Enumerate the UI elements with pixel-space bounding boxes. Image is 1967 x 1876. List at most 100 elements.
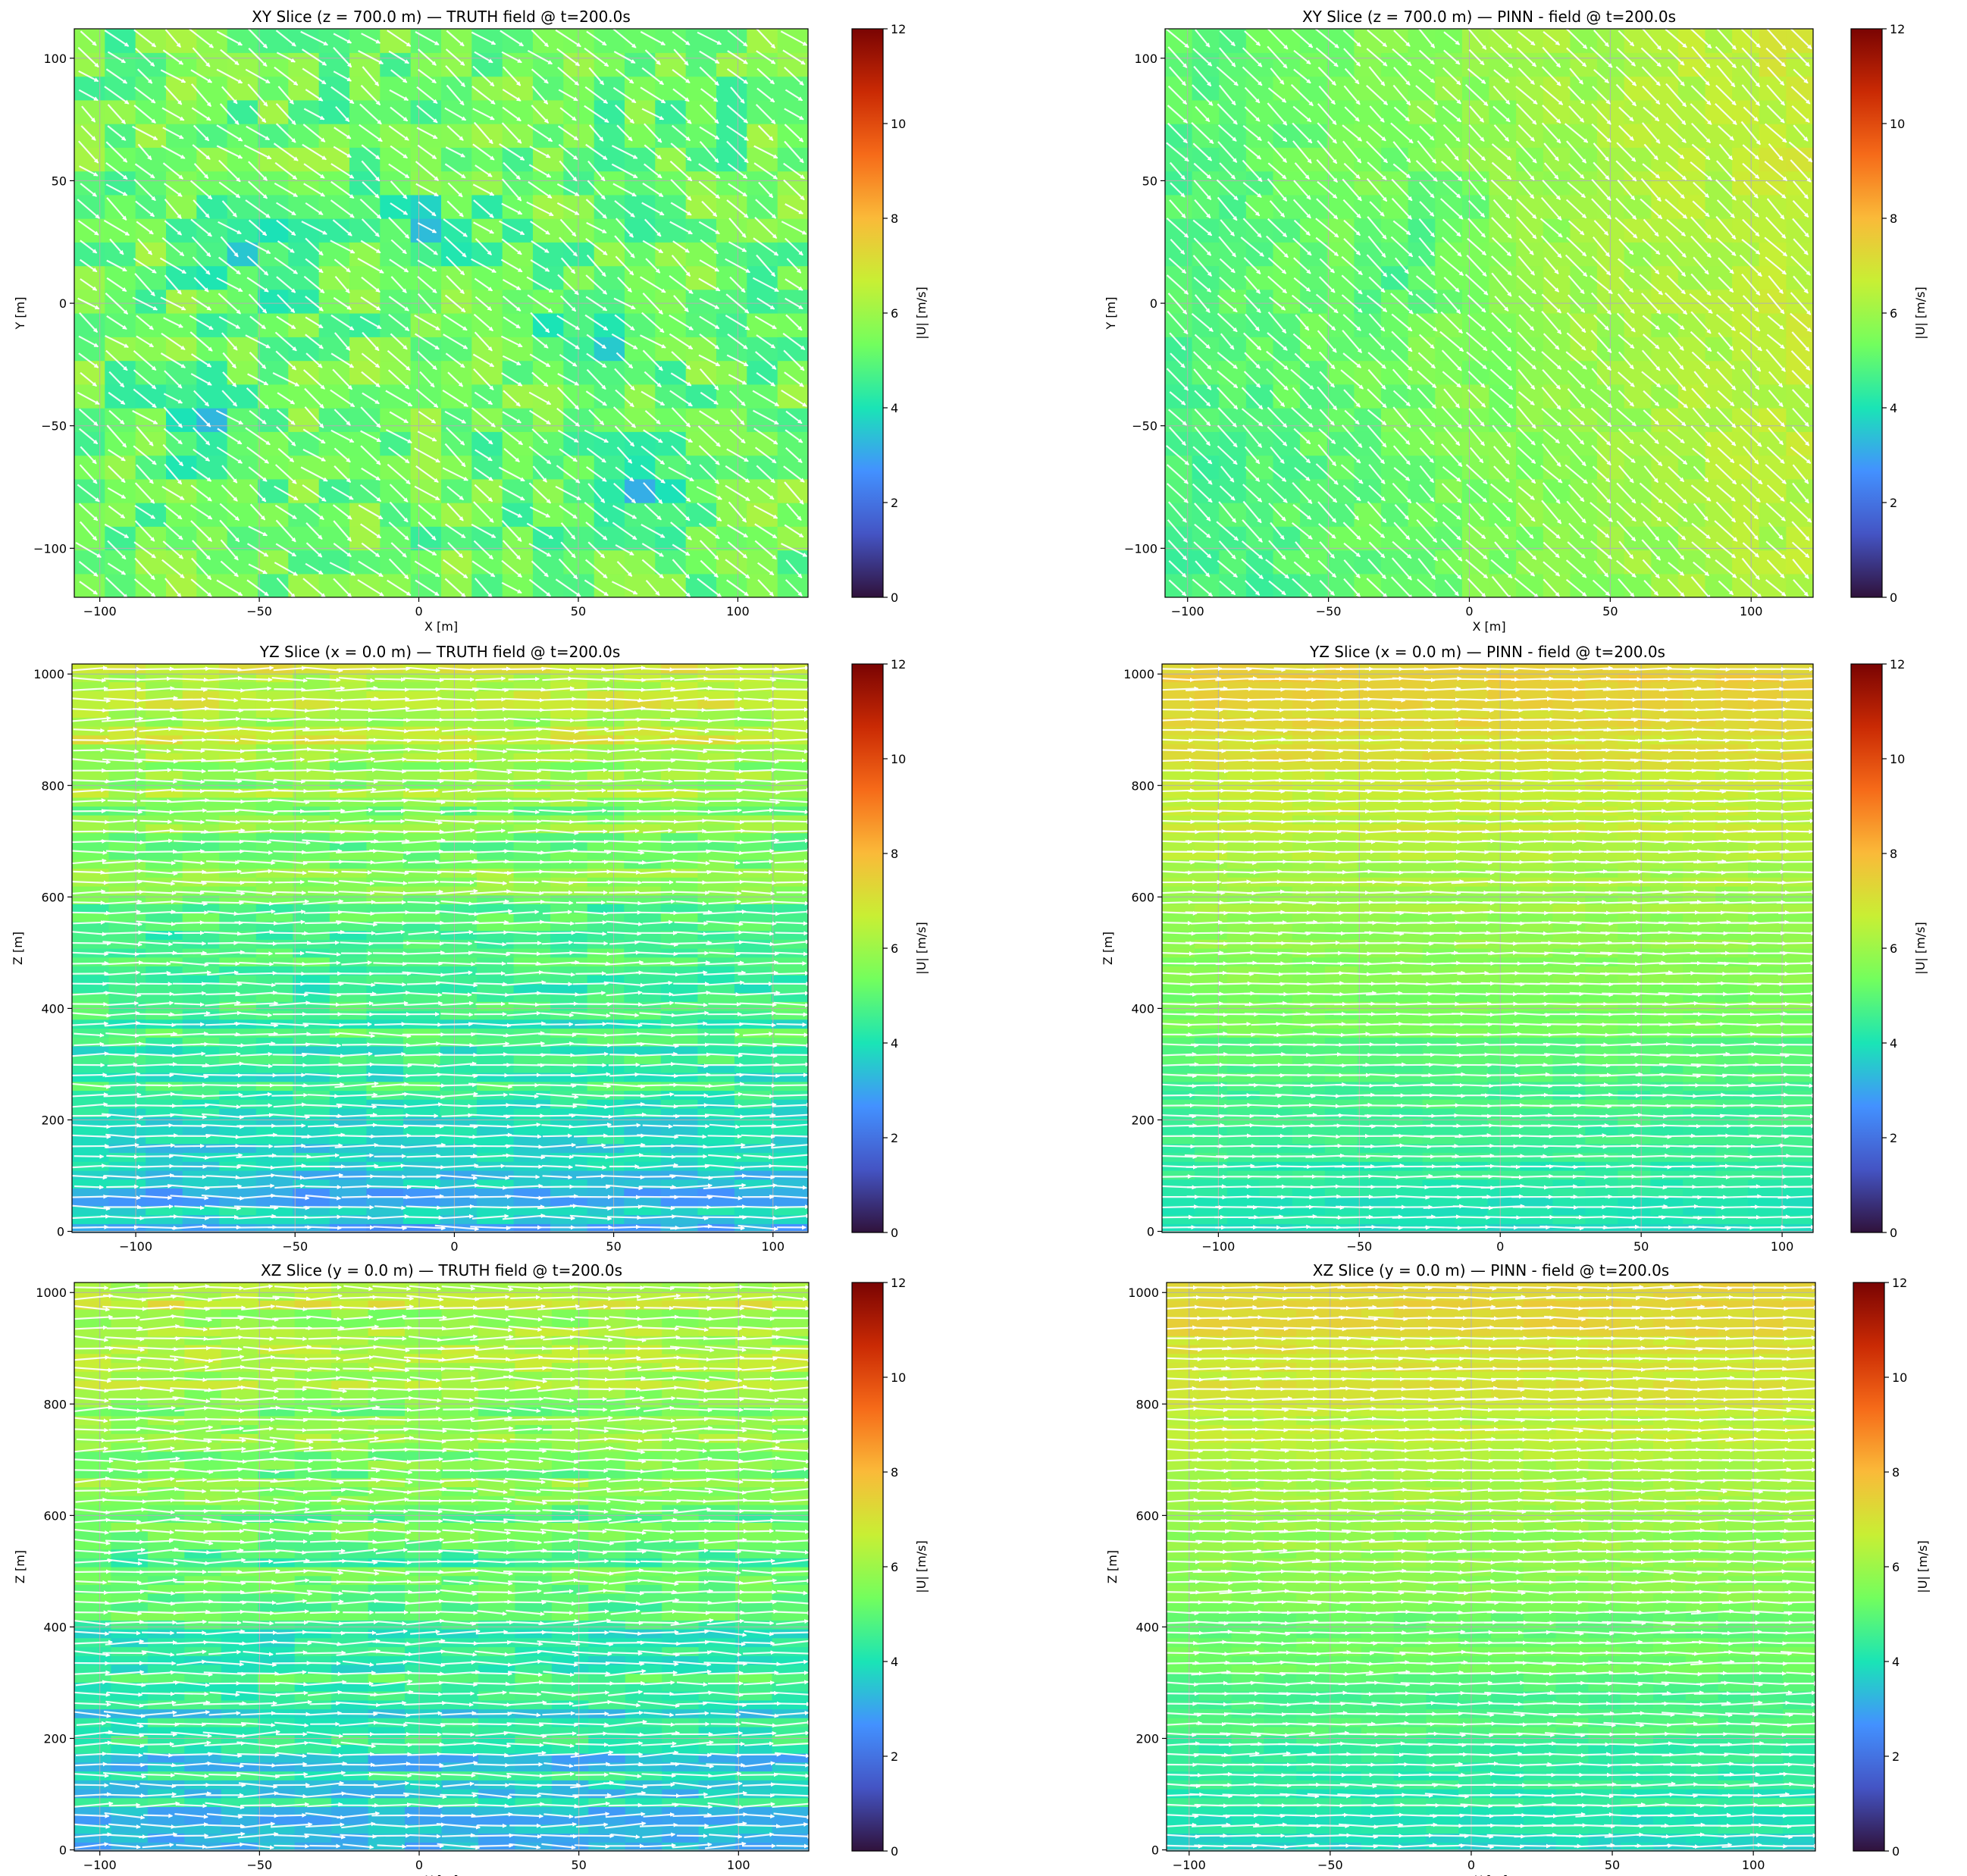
heatmap-cell (1219, 313, 1247, 337)
quiver-arrow (340, 971, 374, 976)
heatmap-cell (219, 983, 257, 994)
quiver-arrow (73, 747, 105, 753)
quiver-arrow (539, 930, 576, 935)
heatmap-cell (747, 313, 778, 337)
quiver-arrow (775, 879, 808, 885)
heatmap-cell (777, 503, 808, 527)
heatmap-cell (1624, 573, 1652, 597)
heatmap-cell (533, 171, 564, 196)
quiver-arrow (308, 890, 339, 895)
heatmap-cell (660, 770, 698, 780)
heatmap-cell (587, 1054, 625, 1064)
heatmap-cell (1543, 455, 1571, 480)
heatmap-cell (166, 289, 197, 314)
heatmap-cell (747, 76, 778, 101)
colorbar-tick-label: 6 (1890, 306, 1897, 321)
heatmap-cell (1677, 218, 1706, 243)
heatmap-cell (1300, 478, 1328, 503)
heatmap-cell (293, 788, 330, 798)
quiver-arrow (574, 890, 608, 895)
heatmap-cell (135, 360, 167, 385)
heatmap-cell (72, 841, 110, 851)
heatmap-cell (625, 218, 656, 243)
heatmap-cell (1489, 408, 1517, 432)
heatmap-cell (747, 573, 778, 597)
heatmap-cell (1192, 337, 1220, 362)
heatmap-cell (255, 717, 293, 727)
heatmap-cell (255, 691, 293, 700)
heatmap-cell (196, 384, 228, 409)
heatmap-cell (258, 76, 289, 101)
heatmap-cell (318, 147, 350, 172)
heatmap-cell (380, 218, 412, 243)
heatmap-cell (255, 1028, 293, 1038)
heatmap-cell (625, 194, 656, 219)
heatmap-cell (182, 1001, 220, 1011)
heatmap-cell (513, 886, 551, 896)
heatmap-cell (624, 913, 662, 922)
heatmap-cell (293, 930, 330, 940)
quiver-arrow (268, 1042, 311, 1048)
heatmap-cell (747, 171, 778, 196)
heatmap-cell (697, 1099, 735, 1109)
heatmap-cell (349, 124, 381, 148)
heatmap-cell (108, 1126, 146, 1135)
heatmap-cell (1516, 147, 1544, 172)
heatmap-cell (1165, 194, 1193, 219)
quiver-arrow (637, 819, 679, 825)
heatmap-cell (219, 904, 257, 913)
quiver-arrow (771, 687, 808, 692)
quiver-arrow (171, 687, 208, 692)
heatmap-cell (477, 815, 515, 825)
heatmap-cell (697, 841, 735, 851)
heatmap-cell (105, 337, 136, 362)
quiver-arrow (107, 799, 138, 804)
heatmap-cell (74, 431, 105, 456)
heatmap-cell (697, 815, 735, 825)
heatmap-cell (166, 29, 197, 53)
quiver-arrow (273, 890, 307, 895)
heatmap-cell (74, 337, 105, 362)
heatmap-cell (655, 242, 687, 267)
quiver-arrow (441, 941, 473, 946)
quiver-arrow (103, 677, 142, 682)
heatmap-cell (293, 1214, 330, 1224)
heatmap-cell (72, 1001, 110, 1011)
heatmap-cell (1651, 408, 1679, 432)
heatmap-cell (1677, 29, 1706, 53)
heatmap-cell (771, 815, 808, 825)
heatmap-cell (1624, 384, 1652, 409)
heatmap-cell (349, 171, 381, 196)
quiver-arrow (208, 768, 238, 773)
heatmap-cell (624, 939, 662, 949)
heatmap-cell (1651, 29, 1679, 53)
heatmap-cell (182, 983, 220, 994)
heatmap-cell (135, 52, 167, 77)
heatmap-cell (441, 242, 472, 267)
heatmap-cell (380, 124, 412, 148)
heatmap-cell (1192, 289, 1220, 314)
heatmap-cell (550, 1099, 588, 1109)
heatmap-cell (135, 218, 167, 243)
quiver-arrow (475, 971, 506, 976)
heatmap-cell (1461, 455, 1490, 480)
heatmap-cell (255, 957, 293, 966)
heatmap-cell (655, 573, 687, 597)
heatmap-cell (1461, 503, 1490, 527)
heatmap-cell (288, 265, 320, 290)
heatmap-cell (329, 913, 367, 922)
heatmap-cell (1435, 503, 1463, 527)
heatmap-cell (318, 242, 350, 267)
heatmap-cell (219, 699, 257, 709)
heatmap-cell (1705, 384, 1733, 409)
heatmap-cell (74, 99, 105, 124)
heatmap-cell (1516, 337, 1544, 362)
heatmap-cell (777, 76, 808, 101)
heatmap-cell (441, 29, 472, 53)
heatmap-cell (716, 526, 747, 551)
heatmap-cell (1435, 384, 1463, 409)
heatmap-cell (1435, 455, 1463, 480)
heatmap-cell (594, 384, 625, 409)
